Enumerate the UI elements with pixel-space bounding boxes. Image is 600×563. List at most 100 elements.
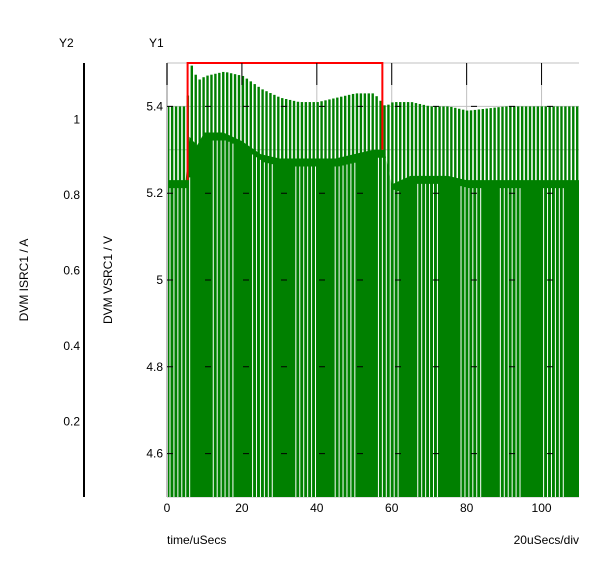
trace-pulse bbox=[461, 109, 465, 497]
trace-pulse bbox=[552, 106, 555, 498]
trace-pulse bbox=[548, 106, 551, 498]
trace-pulse bbox=[505, 106, 508, 498]
y2-tick-label: 0.2 bbox=[63, 415, 80, 429]
y2-tick-label: 0.4 bbox=[63, 339, 80, 353]
trace-pulse bbox=[391, 102, 394, 497]
trace-pulse bbox=[300, 102, 304, 497]
trace-pulse bbox=[269, 93, 272, 497]
trace-pulse bbox=[528, 106, 532, 498]
trace-pulse bbox=[465, 110, 469, 497]
x-tick-label: 20 bbox=[235, 501, 249, 515]
y1-tick-label: 5.2 bbox=[146, 186, 163, 200]
trace-pulse bbox=[485, 108, 488, 497]
trace-pulse bbox=[225, 72, 229, 498]
trace-pulse bbox=[544, 106, 547, 498]
trace-pulse bbox=[229, 73, 233, 497]
trace-pulse bbox=[532, 106, 536, 498]
trace-pulse bbox=[241, 75, 245, 498]
trace-pulse bbox=[524, 106, 528, 498]
trace-pulse bbox=[167, 106, 170, 498]
y1-tick-label: 4.8 bbox=[146, 360, 163, 374]
x-tick-label: 0 bbox=[164, 501, 171, 515]
trace-pulse bbox=[312, 102, 315, 497]
selection-box bbox=[186, 62, 384, 181]
trace-pulse bbox=[324, 100, 327, 497]
y1-axis-label: DVM VSRC1 / V bbox=[101, 236, 115, 324]
trace-pulse bbox=[422, 104, 426, 498]
trace-pulse bbox=[576, 106, 579, 498]
trace-pulse bbox=[273, 94, 276, 498]
trace-pulse bbox=[320, 101, 323, 497]
trace-pulse bbox=[426, 105, 429, 498]
trace-pulse bbox=[206, 75, 209, 497]
y1-tick-label: 4.6 bbox=[146, 447, 163, 461]
y1-tick-label: 5.4 bbox=[146, 99, 163, 113]
trace-pulse bbox=[186, 95, 190, 498]
trace-pulse bbox=[351, 93, 355, 497]
trace-pulse bbox=[202, 77, 205, 497]
trace-pulse bbox=[233, 74, 237, 497]
trace-pulse bbox=[399, 102, 402, 497]
trace-pulse bbox=[402, 102, 406, 497]
trace-pulse bbox=[395, 102, 398, 497]
trace-pulse bbox=[359, 93, 363, 497]
trace-pulse bbox=[190, 65, 193, 497]
trace-pulse bbox=[249, 81, 252, 497]
trace-pulse bbox=[434, 106, 437, 498]
x-scale-label: 20uSecs/div bbox=[514, 533, 579, 547]
trace-pulse bbox=[257, 86, 260, 497]
trace-pulse bbox=[363, 93, 367, 497]
trace-pulse bbox=[568, 106, 571, 498]
trace-pulse bbox=[288, 99, 292, 497]
trace-pulse bbox=[355, 93, 359, 497]
trace-pulse bbox=[194, 74, 197, 497]
trace-pulse bbox=[446, 106, 449, 498]
trace-pulse bbox=[222, 71, 225, 497]
x-tick-label: 40 bbox=[310, 501, 324, 515]
trace-pulse bbox=[572, 106, 575, 498]
trace-pulse bbox=[564, 106, 567, 498]
trace-pulse bbox=[501, 106, 504, 498]
trace-pulse bbox=[332, 98, 335, 498]
trace-pulse bbox=[277, 96, 280, 497]
trace-pulse bbox=[509, 106, 512, 498]
trace-pulse bbox=[493, 107, 496, 497]
y1-tick-label: 5 bbox=[156, 273, 163, 287]
y2-axis-label: DVM ISRC1 / A bbox=[17, 239, 31, 322]
trace-pulse bbox=[517, 106, 520, 498]
trace-pulse bbox=[174, 106, 178, 498]
trace-pulse bbox=[198, 79, 201, 497]
trace-pulse bbox=[473, 109, 477, 497]
trace-pulse bbox=[406, 102, 410, 497]
trace-pulse bbox=[340, 96, 343, 497]
trace-pulse bbox=[367, 93, 370, 497]
vsrc1-trace bbox=[167, 65, 579, 498]
trace-pulse bbox=[430, 106, 433, 498]
trace-pulse bbox=[438, 106, 441, 498]
trace-pulse bbox=[477, 109, 481, 497]
trace-pulse bbox=[458, 108, 461, 498]
trace-pulse bbox=[536, 106, 540, 498]
trace-pulse bbox=[513, 106, 516, 498]
trace-pulse bbox=[387, 104, 390, 497]
trace-pulse bbox=[450, 106, 453, 497]
trace-pulse bbox=[296, 101, 300, 498]
axes: 0 20 40 60 80 100 4.6 4.8 5 5.2 5.4 0.2 0.4 0.6 0.8 1 bbox=[63, 63, 579, 515]
x-tick-label: 100 bbox=[532, 501, 552, 515]
x-axis-label: time/uSecs bbox=[167, 533, 226, 547]
trace-pulse bbox=[214, 73, 217, 498]
trace-pulse bbox=[178, 106, 182, 498]
trace-pulse bbox=[379, 100, 382, 498]
trace-pulse bbox=[253, 84, 256, 497]
trace-pulse bbox=[469, 110, 473, 498]
trace-pulse bbox=[265, 91, 268, 498]
trace-pulse bbox=[343, 95, 347, 497]
x-tick-label: 80 bbox=[460, 501, 474, 515]
trace-pulse bbox=[489, 108, 492, 498]
trace-pulse bbox=[336, 97, 339, 498]
trace-pulse bbox=[556, 106, 559, 498]
trace-pulse bbox=[328, 99, 331, 497]
trace-pulse bbox=[520, 106, 524, 498]
trace-pulse bbox=[245, 78, 249, 498]
trace-pulse bbox=[347, 94, 351, 498]
